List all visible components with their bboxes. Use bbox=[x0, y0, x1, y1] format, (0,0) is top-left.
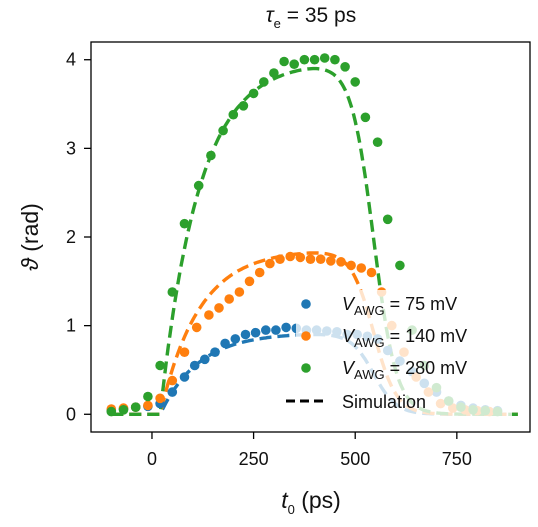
legend-box bbox=[296, 290, 512, 418]
x-tick-label: 0 bbox=[147, 449, 157, 469]
y-tick-label: 2 bbox=[66, 227, 76, 247]
data-point bbox=[130, 402, 141, 413]
x-axis-label: t0 (ps) bbox=[281, 487, 341, 517]
data-point bbox=[309, 54, 320, 65]
data-point bbox=[336, 257, 346, 267]
data-point bbox=[382, 214, 393, 225]
data-point bbox=[350, 77, 361, 87]
data-point bbox=[250, 327, 261, 338]
data-point bbox=[214, 303, 224, 313]
data-point bbox=[167, 387, 178, 397]
data-point bbox=[143, 391, 153, 402]
x-axis: 0 250 500 750 bbox=[147, 432, 472, 469]
y-tick-label: 0 bbox=[66, 404, 76, 424]
data-point bbox=[143, 400, 153, 411]
data-point bbox=[259, 77, 269, 87]
data-point bbox=[285, 251, 296, 262]
y-axis: 0 1 2 3 4 bbox=[66, 50, 91, 424]
data-point bbox=[179, 218, 190, 229]
data-point bbox=[106, 406, 117, 417]
legend-label-280: VAWG = 280 mV bbox=[342, 358, 467, 382]
data-point bbox=[279, 56, 289, 67]
data-point bbox=[230, 334, 241, 344]
data-point bbox=[224, 294, 234, 304]
data-point bbox=[179, 347, 190, 358]
data-point bbox=[295, 252, 306, 263]
data-point bbox=[179, 372, 190, 382]
data-point bbox=[118, 405, 129, 415]
legend-label-140: VAWG = 140 mV bbox=[342, 326, 467, 350]
data-point bbox=[366, 267, 377, 278]
data-point bbox=[372, 137, 383, 147]
data-point bbox=[330, 54, 340, 65]
data-point bbox=[289, 59, 300, 69]
data-point bbox=[244, 276, 255, 287]
data-point bbox=[220, 338, 230, 349]
y-tick-label: 1 bbox=[66, 316, 76, 336]
data-point bbox=[204, 310, 214, 320]
data-point bbox=[326, 256, 336, 266]
data-point bbox=[218, 125, 228, 136]
legend-label-75: VAWG = 75 mV bbox=[342, 294, 457, 318]
legend-marker-75 bbox=[301, 299, 311, 309]
data-point bbox=[238, 101, 249, 111]
y-axis-label: ϑ (rad) bbox=[17, 203, 43, 271]
data-point bbox=[191, 322, 202, 333]
data-point bbox=[240, 329, 251, 340]
chart-title: τe = 35 ps bbox=[266, 4, 356, 31]
x-tick-label: 500 bbox=[340, 449, 370, 469]
data-point bbox=[265, 258, 275, 269]
data-point bbox=[271, 325, 281, 335]
legend-marker-140 bbox=[301, 331, 311, 341]
data-point bbox=[234, 287, 245, 297]
data-point bbox=[319, 53, 330, 63]
data-point bbox=[167, 287, 178, 297]
legend: VAWG = 75 mV VAWG = 140 mV VAWG = 280 mV… bbox=[286, 294, 467, 412]
data-point bbox=[299, 54, 310, 65]
data-point bbox=[155, 393, 165, 404]
y-tick-label: 4 bbox=[66, 50, 76, 70]
data-point bbox=[155, 360, 165, 371]
simulation-curve bbox=[111, 66, 518, 416]
y-tick-label: 3 bbox=[66, 138, 76, 158]
data-point bbox=[269, 68, 279, 78]
data-point bbox=[346, 260, 356, 271]
data-point bbox=[248, 88, 259, 99]
data-point bbox=[200, 354, 210, 365]
data-point bbox=[261, 325, 271, 335]
legend-marker-280 bbox=[301, 363, 311, 373]
data-point bbox=[356, 263, 367, 273]
data-point bbox=[228, 109, 239, 120]
data-point bbox=[315, 254, 326, 264]
data-point bbox=[193, 180, 204, 191]
data-point bbox=[360, 112, 371, 123]
data-point bbox=[275, 254, 285, 264]
data-point bbox=[167, 375, 178, 386]
data-point bbox=[281, 322, 291, 333]
data-point bbox=[189, 360, 200, 371]
data-point bbox=[206, 150, 216, 161]
x-tick-label: 250 bbox=[239, 449, 269, 469]
x-tick-label: 750 bbox=[442, 449, 472, 469]
data-point bbox=[210, 347, 220, 358]
data-point bbox=[395, 260, 405, 271]
data-point bbox=[340, 62, 350, 72]
data-point bbox=[254, 267, 265, 278]
data-point bbox=[305, 254, 316, 264]
legend-label-simulation: Simulation bbox=[342, 392, 426, 412]
